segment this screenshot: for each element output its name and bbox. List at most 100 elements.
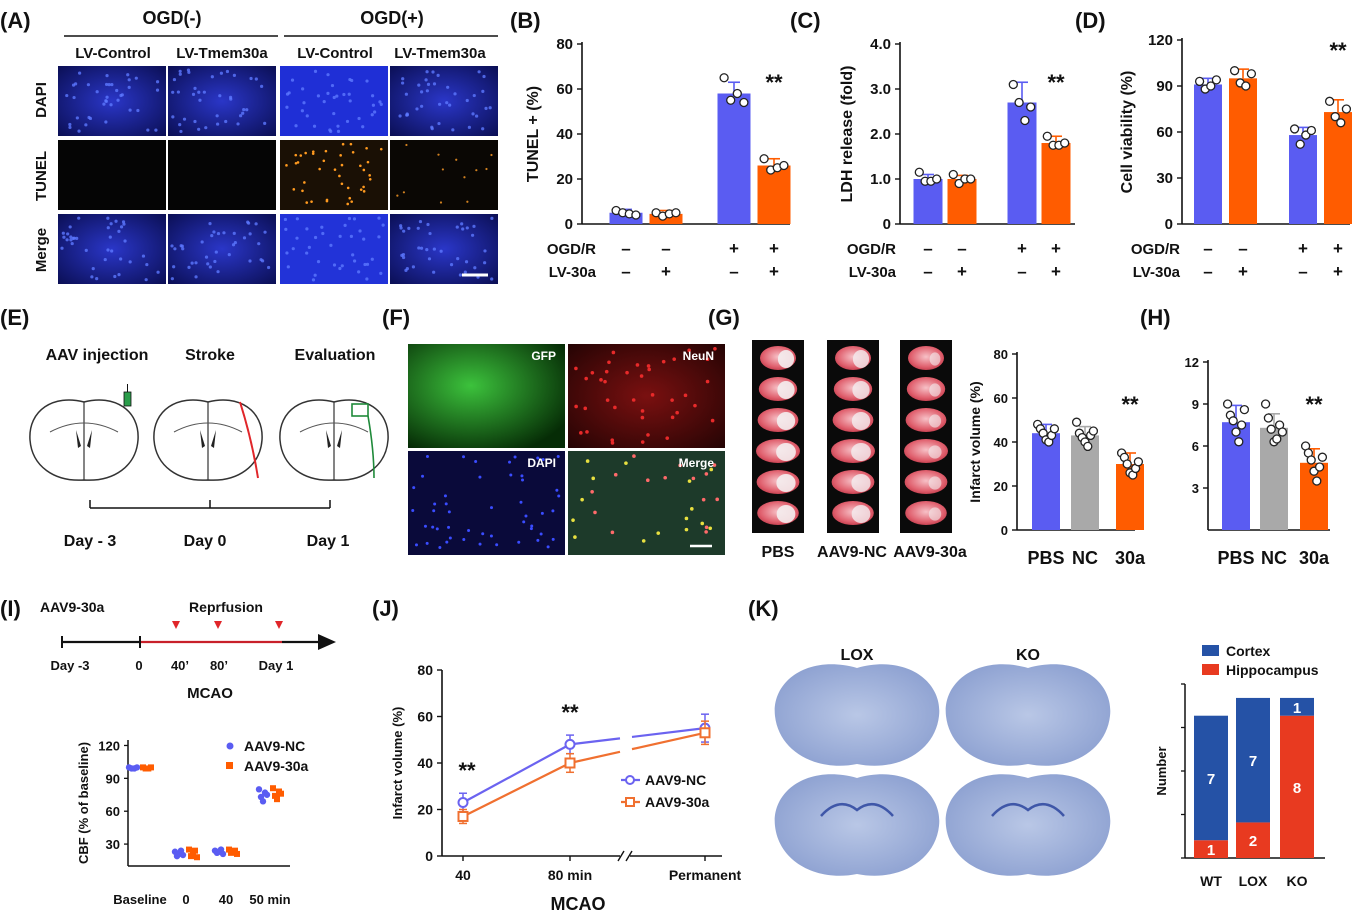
nucleus-dot: [75, 116, 79, 120]
nucleus-dot: [398, 114, 402, 118]
nucleus-dot: [432, 270, 436, 274]
data-point: [1042, 131, 1052, 141]
nucleus-dot: [464, 260, 469, 264]
data-point: [179, 851, 187, 859]
chart-d: 0 30 60 90 120 Cell viability (%) ** OGD/R – – + + L…: [1119, 32, 1352, 281]
data-point: [1239, 404, 1250, 415]
nucleus-dot: [65, 93, 69, 98]
y-tick-label: 9: [1192, 397, 1199, 412]
tunel-positive-dot: [348, 196, 352, 200]
row-label-tunel: TUNEL: [33, 151, 50, 201]
row-sign: –: [661, 239, 670, 258]
y-tick-label: 20: [994, 479, 1008, 494]
panel-i: (I) AAV9-30a Reprfusion Day -3 0 40’ 80’…: [0, 596, 336, 702]
nucleus-dot: [488, 106, 492, 110]
nucleus-dot: [336, 124, 340, 128]
neun-dot: [613, 405, 617, 410]
legend-swatch-hippocampus: [1202, 664, 1219, 675]
data-point: [671, 208, 681, 218]
tile-label-gfp: GFP: [531, 349, 556, 363]
neun-dot: [579, 431, 583, 435]
y-tick-label: 20: [417, 802, 433, 818]
nucleus-dot: [284, 227, 288, 231]
nucleus-dot: [154, 128, 158, 132]
nissl-sections-k: [774, 664, 1111, 876]
legend-label-hippocampus: Hippocampus: [1226, 662, 1319, 678]
evaluation-box: [351, 403, 369, 417]
micrograph-dapi-1: [58, 66, 166, 136]
merge-dot: [678, 463, 682, 468]
row-sign: +: [769, 262, 779, 281]
neun-dot: [665, 436, 670, 440]
nucleus-dot: [181, 247, 185, 251]
tunel-positive-dot: [340, 163, 344, 167]
slice-label-30a: AAV9-30a: [893, 544, 967, 561]
chart-c: 0 1.0 2.0 3.0 4.0 LDH release (fold) ** OGD/R – –…: [839, 36, 1075, 281]
infarct-area: [928, 476, 942, 490]
series-line: [631, 731, 706, 751]
dapi-dot: [462, 538, 466, 542]
nucleus-dot: [349, 234, 354, 238]
nucleus-dot: [187, 265, 191, 269]
nucleus-dot: [399, 224, 403, 228]
data-point: [948, 169, 958, 180]
reperfusion-marker-icon-1: [172, 621, 180, 629]
neun-dot: [713, 346, 717, 351]
nucleus-dot: [472, 224, 476, 228]
dapi-dot: [421, 474, 425, 478]
micrograph-grid-a: [58, 66, 498, 284]
dapi-dot: [551, 509, 555, 513]
timeline-tick-label-4: 80’: [210, 658, 228, 673]
image-label-ko: KO: [1016, 647, 1040, 664]
row-label: OGD/R: [547, 241, 596, 258]
merge-dot: [580, 497, 584, 502]
significance-annotation: **: [1329, 38, 1347, 63]
dapi-dot: [447, 510, 451, 514]
infarct-area: [776, 412, 796, 430]
hippocampus-outline: [991, 803, 1065, 817]
row-sign: –: [1298, 262, 1307, 281]
data-point: [1263, 413, 1274, 423]
data-point: [1246, 69, 1257, 79]
data-point: [564, 738, 576, 750]
nucleus-dot: [245, 108, 249, 112]
nucleus-dot: [482, 74, 486, 79]
nucleus-dot: [117, 229, 121, 233]
dapi-dot: [425, 541, 429, 545]
nucleus-dot: [71, 236, 75, 240]
nucleus-dot: [74, 82, 78, 86]
nucleus-dot: [120, 93, 124, 97]
nucleus-dot: [119, 225, 124, 229]
data-point: [1008, 79, 1018, 90]
nucleus-dot: [212, 230, 216, 234]
nucleus-dot: [66, 232, 70, 236]
row-sign: +: [661, 262, 671, 281]
data-point: [457, 797, 469, 809]
column-label-1: LV-Control: [75, 45, 151, 62]
nucleus-dot: [170, 244, 174, 248]
cell-dots-f: [411, 346, 720, 549]
y-tick-label: 3: [1192, 481, 1199, 496]
nucleus-dot: [425, 248, 429, 252]
nucleus-dot: [313, 273, 317, 277]
nucleus-dot: [87, 115, 91, 120]
neun-dot: [710, 418, 715, 423]
data-point: [1020, 115, 1030, 126]
nucleus-dot: [316, 260, 321, 264]
nucleus-dot: [119, 257, 123, 261]
row-sign: +: [769, 239, 779, 258]
nucleus-dot: [377, 235, 381, 239]
dapi-dot: [551, 537, 555, 541]
nucleus-dot: [420, 90, 424, 94]
y-axis-label: CBF (% of baseline): [76, 742, 91, 864]
data-point: [1314, 462, 1325, 472]
brain-slices-g: [756, 346, 948, 525]
nucleus-dot: [110, 249, 114, 253]
dapi-dot: [467, 529, 471, 533]
nucleus-dot: [305, 227, 309, 231]
infarct-area: [851, 505, 871, 523]
row-label: LV-30a: [549, 264, 597, 281]
neun-dot: [650, 393, 655, 397]
nucleus-dot: [104, 82, 109, 87]
nucleus-dot: [320, 225, 324, 229]
